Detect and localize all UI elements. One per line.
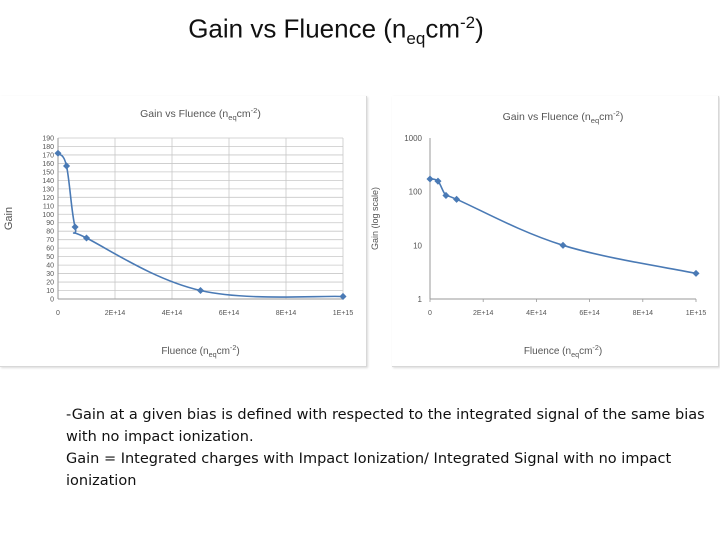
log-data-point <box>453 195 461 203</box>
linear-data-point <box>196 286 205 295</box>
linear-y-tick-label: 70 <box>46 237 54 244</box>
linear-series-line <box>57 152 344 298</box>
log-x-tick-label: 4E+14 <box>526 310 547 317</box>
linear-y-tick-label: 30 <box>46 271 54 278</box>
linear-data-point <box>82 234 91 242</box>
log-data-point <box>426 175 434 183</box>
log-series-line <box>429 178 697 275</box>
log-y-tick-label: 1 <box>418 295 423 304</box>
log-y-tick-label: 100 <box>409 188 423 197</box>
description-text: -Gain at a given bias is defined with re… <box>66 404 706 492</box>
linear-y-axis-label: Gain <box>3 207 15 230</box>
log-x-tick-label: 8E+14 <box>633 310 654 317</box>
description-line-1: -Gain at a given bias is defined with re… <box>66 407 705 445</box>
log-x-tick-label: 0 <box>428 310 432 317</box>
linear-y-tick-label: 160 <box>42 161 54 168</box>
linear-x-tick-label: 0 <box>56 310 60 317</box>
description-line-2: Gain = Integrated charges with Impact Io… <box>66 451 672 489</box>
slide-title-end: ) <box>475 13 484 44</box>
linear-y-tick-label: 10 <box>46 288 54 295</box>
slide-title-subscript: eq <box>406 28 426 48</box>
linear-chart-title: Gain vs Fluence (neqcm-2) <box>140 106 261 122</box>
linear-y-tick-label: 170 <box>42 152 54 159</box>
linear-y-tick-label: 190 <box>42 136 54 143</box>
linear-x-tick-label: 1E+15 <box>333 310 354 317</box>
linear-data-point <box>339 292 347 300</box>
linear-y-tick-label: 60 <box>46 246 54 253</box>
log-data-point <box>559 241 567 249</box>
linear-data-point <box>63 162 71 170</box>
linear-x-tick-label: 8E+14 <box>276 310 297 317</box>
linear-x-tick-label: 6E+14 <box>219 310 240 317</box>
slide-title-superscript: -2 <box>460 13 476 32</box>
linear-y-tick-label: 20 <box>46 280 54 287</box>
linear-y-tick-label: 130 <box>42 186 54 193</box>
linear-y-tick-label: 50 <box>46 254 54 261</box>
slide-title-main: Gain vs Fluence (n <box>188 13 407 44</box>
log-data-point <box>692 269 700 277</box>
linear-y-tick-label: 140 <box>42 178 54 185</box>
linear-x-tick-label: 4E+14 <box>162 310 183 317</box>
log-x-tick-label: 2E+14 <box>473 310 494 317</box>
linear-y-tick-label: 180 <box>42 144 54 151</box>
log-chart-title: Gain vs Fluence (neqcm-2) <box>503 109 624 125</box>
log-gain-chart-panel: Gain vs Fluence (neqcm-2) 1 10 100 1000 0 2E+1… <box>370 96 719 367</box>
linear-gain-chart-panel: Gain vs Fluence (neqcm-2) 190 180 170 160 150… <box>0 96 367 367</box>
linear-y-tick-label: 0 <box>50 297 54 304</box>
linear-y-tick-label: 40 <box>46 263 54 270</box>
slide-title: Gain vs Fluence (neqcm-2) <box>0 6 672 56</box>
linear-y-tick-label: 150 <box>42 169 54 176</box>
linear-x-axis-label: Fluence (neqcm-2) <box>161 343 239 359</box>
linear-data-point <box>71 223 79 231</box>
log-y-tick-label: 10 <box>413 241 422 250</box>
log-x-axis-label: Fluence (neqcm-2) <box>524 343 602 359</box>
linear-y-tick-label: 110 <box>43 203 54 210</box>
linear-y-tick-label: 80 <box>46 229 54 236</box>
linear-y-tick-label: 100 <box>42 212 54 219</box>
slide-title-unit: cm <box>425 13 460 44</box>
log-y-tick-label: 1000 <box>404 134 422 143</box>
linear-y-tick-label: 90 <box>46 220 54 227</box>
log-x-tick-label: 1E+15 <box>686 310 707 317</box>
log-gain-chart: Gain vs Fluence (neqcm-2) 1 10 100 1000 0 2E+1… <box>370 109 707 359</box>
log-y-axis-label: Gain (log scale) <box>370 187 380 250</box>
linear-x-tick-label: 2E+14 <box>105 310 126 317</box>
linear-y-tick-label: 120 <box>42 195 54 202</box>
log-x-tick-label: 6E+14 <box>579 310 600 317</box>
